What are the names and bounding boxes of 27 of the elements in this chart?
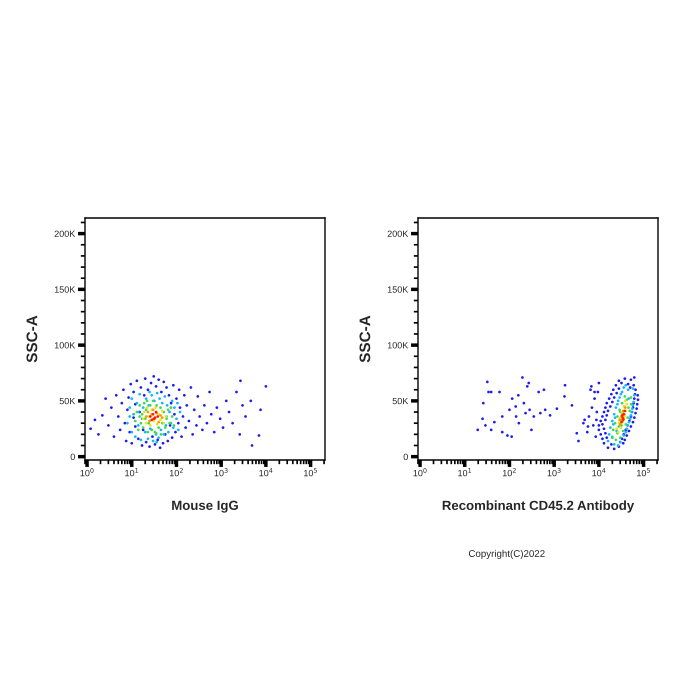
x-tick-label: 10$^{3}$ <box>548 468 561 476</box>
x-tick-label: 10$^{3}$ <box>214 468 228 476</box>
y-tick-label: 200K <box>388 230 408 237</box>
x-tick-label: 10$^{4}$ <box>259 468 272 476</box>
x-tick-label: 10$^{2}$ <box>170 468 183 476</box>
y-tick-label: 50K <box>392 398 408 404</box>
x-tick-label: 10$^{0}$ <box>414 468 427 476</box>
y-axis-title: SSC-A <box>26 316 38 362</box>
y-tick-label: 150K <box>54 286 76 293</box>
y-tick-label: 200K <box>54 230 76 237</box>
x-tick-label: 10$^{0}$ <box>80 468 94 476</box>
x-tick-label: 10$^{5}$ <box>304 468 317 476</box>
x-tick-label: 10$^{1}$ <box>125 468 138 476</box>
y-tick-label: 50K <box>60 398 76 404</box>
x-axis-title: Mouse IgG <box>172 500 238 513</box>
y-tick-label: 0 <box>404 454 408 460</box>
x-tick-label: 10$^{4}$ <box>592 468 606 476</box>
y-tick-label: 150K <box>388 286 408 293</box>
x-axis-title: Recombinant CD45.2 Antibody <box>442 500 634 513</box>
y-tick-label: 100K <box>54 342 76 348</box>
y-axis-title: SSC-A <box>359 316 370 362</box>
x-tick-label: 10$^{1}$ <box>458 468 472 476</box>
y-tick-label: 100K <box>388 342 408 348</box>
x-tick-label: 10$^{5}$ <box>637 468 650 476</box>
x-tick-label: 10$^{2}$ <box>502 468 516 476</box>
text: Copyright(C)2022 <box>468 550 545 559</box>
y-tick-label: 0 <box>70 454 75 460</box>
